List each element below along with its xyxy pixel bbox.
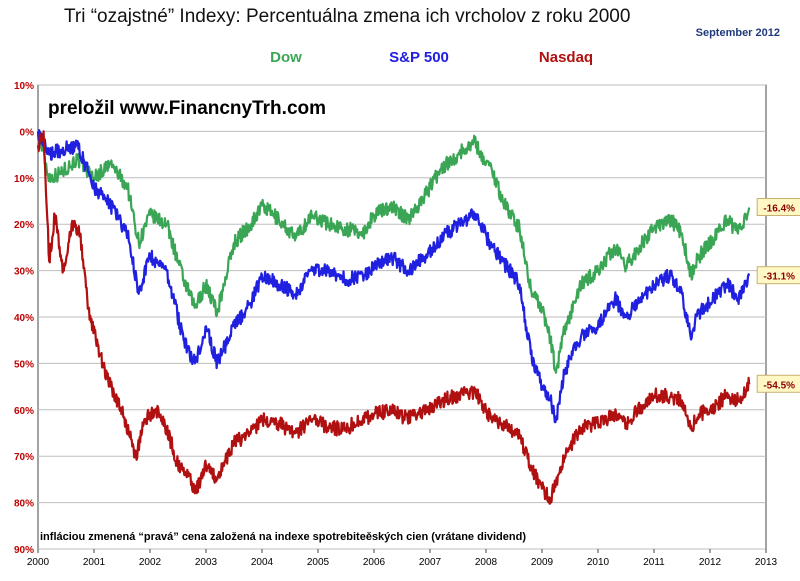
x-tick-label: 2009 [531, 557, 554, 568]
gridlines [38, 84, 766, 550]
footnote: infláciou zmenená “pravá” cena založená … [40, 531, 526, 543]
x-tick-label: 2012 [699, 557, 722, 568]
y-tick-label: 70% [14, 452, 34, 463]
y-tick-label: 60% [14, 406, 34, 417]
x-tick-label: 2013 [755, 557, 778, 568]
end-label-dow: -16.4% [763, 203, 795, 214]
chart-title: Tri “ozajstné” Indexy: Percentuálna zmen… [64, 6, 630, 27]
x-tick-label: 2008 [475, 557, 498, 568]
y-tick-label: 40% [14, 313, 34, 324]
x-tick-label: 2002 [139, 557, 162, 568]
x-tick-label: 2011 [643, 557, 665, 568]
y-tick-label: 10% [14, 174, 34, 185]
x-tick-label: 2003 [195, 557, 218, 568]
y-tick-label: 90% [14, 545, 34, 556]
date-label: September 2012 [696, 27, 780, 39]
y-tick-label: 0% [20, 127, 35, 138]
series-line-nasdaq [36, 130, 751, 505]
x-tick-label: 2000 [27, 557, 50, 568]
x-axis: 2000 2001 2002 2003 2004 2005 2006 2007 2008 2009… [27, 549, 778, 568]
x-tick-label: 2006 [363, 557, 386, 568]
legend-sp500: S&P 500 [389, 49, 449, 66]
end-label-box-dow [756, 197, 800, 216]
y-tick-label: 80% [14, 499, 34, 510]
legend-dow: Dow [270, 49, 302, 66]
end-labels: -16.4% -31.1% -54.5% [756, 197, 800, 393]
end-label-box-nasdaq [756, 374, 800, 393]
legend-nasdaq: Nasdaq [539, 49, 593, 66]
series-line-dow [36, 131, 751, 374]
plot-area: 10%0%10%20%30%40%50%60%70%80%90% 2000 200… [14, 81, 800, 568]
x-tick-label: 2010 [587, 557, 610, 568]
end-label-sp500: -31.1% [763, 272, 795, 283]
y-tick-label: 20% [14, 220, 34, 231]
watermark: preložil www.FinancnyTrh.com [48, 98, 326, 119]
end-label-nasdaq: -54.5% [763, 380, 795, 391]
end-label-box-sp500 [756, 266, 800, 285]
x-tick-label: 2005 [307, 557, 330, 568]
y-axis: 10% 0% 10% 20% 30% 40% 50% 60% 70% 80% 90% [14, 81, 34, 556]
series-lines [36, 129, 751, 505]
x-tick-label: 2007 [419, 557, 442, 568]
x-tick-label: 2004 [251, 557, 274, 568]
y-tick-label: 50% [14, 359, 34, 370]
y-tick-label: 30% [14, 267, 34, 278]
y-tick-label: 10% [14, 81, 34, 92]
x-tick-label: 2001 [83, 557, 106, 568]
series-line-sp500 [36, 129, 751, 424]
